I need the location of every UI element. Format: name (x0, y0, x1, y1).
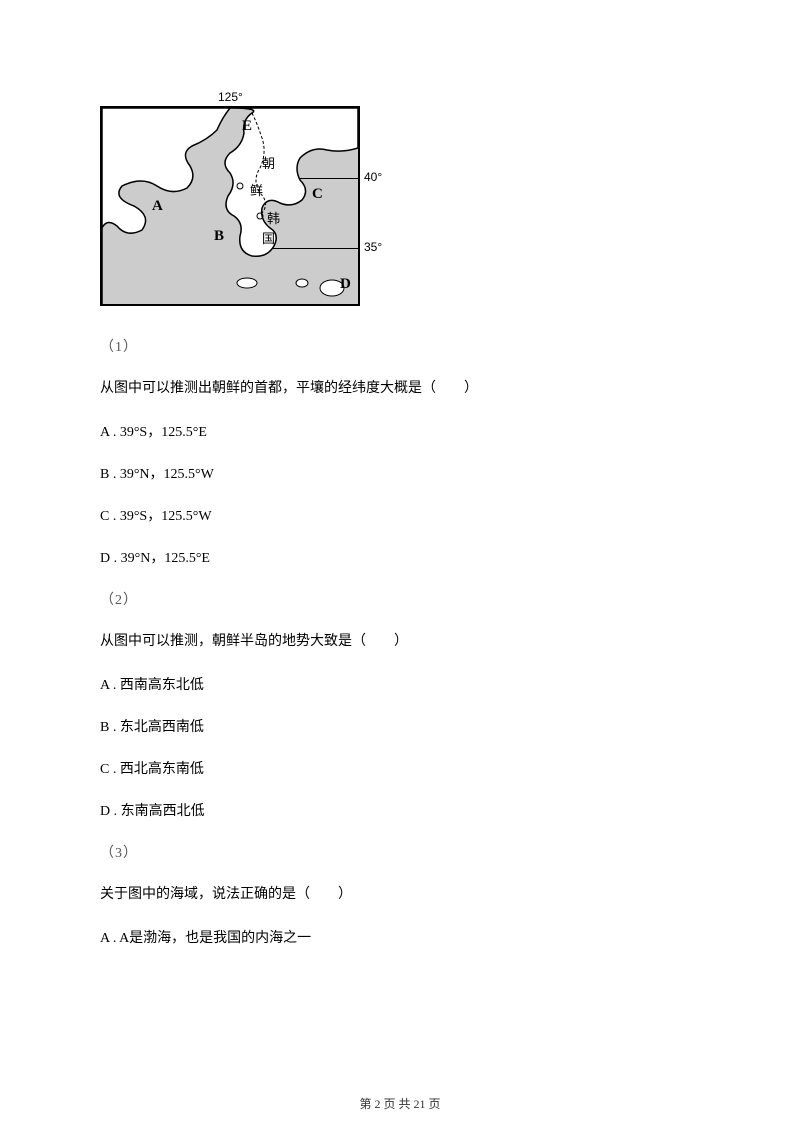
q1-option-A[interactable]: A . 39°S，125.5°E (100, 421, 700, 441)
map-frame: E A B C D 朝 鲜 韩 国 (100, 106, 360, 306)
label-D: D (340, 276, 351, 293)
q3-number: （3） (100, 842, 700, 862)
map-svg (102, 108, 358, 304)
q1-text: 从图中可以推测出朝鲜的首都，平壤的经纬度大概是（ ） (100, 378, 700, 399)
q1-option-C[interactable]: C . 39°S，125.5°W (100, 505, 700, 525)
label-chao: 朝 (262, 153, 275, 172)
q3-text: 关于图中的海域，说法正确的是（ ） (100, 884, 700, 905)
lat-40-label: 40° (364, 170, 382, 184)
page-footer: 第 2 页 共 21 页 (0, 1095, 800, 1112)
label-E: E (242, 118, 252, 135)
label-B: B (214, 228, 224, 245)
exam-page: 125° E A B C (0, 0, 800, 1132)
lon-125-label: 125° (218, 90, 243, 104)
lat-35-label: 35° (364, 240, 382, 254)
q3-option-A[interactable]: A . A是渤海，也是我国的内海之一 (100, 927, 700, 947)
q2-text: 从图中可以推测，朝鲜半岛的地势大致是（ ） (100, 631, 700, 652)
q2-option-B[interactable]: B . 东北高西南低 (100, 716, 700, 736)
label-guo: 国 (262, 228, 275, 247)
q1-option-D[interactable]: D . 39°N，125.5°E (100, 547, 700, 567)
island-1 (296, 279, 308, 287)
q2-number: （2） (100, 589, 700, 609)
q2-option-D[interactable]: D . 东南高西北低 (100, 800, 700, 820)
questions-content: （1） 从图中可以推测出朝鲜的首都，平壤的经纬度大概是（ ） A . 39°S，… (100, 336, 700, 947)
map-figure: 125° E A B C (100, 90, 700, 310)
label-C: C (312, 186, 323, 203)
label-A: A (152, 198, 163, 215)
label-han: 韩 (267, 208, 280, 227)
label-xian: 鲜 (250, 180, 263, 199)
map-box: 125° E A B C (100, 90, 370, 310)
q1-option-B[interactable]: B . 39°N，125.5°W (100, 463, 700, 483)
island-2 (237, 278, 257, 288)
q2-option-A[interactable]: A . 西南高东北低 (100, 674, 700, 694)
q2-option-C[interactable]: C . 西北高东南低 (100, 758, 700, 778)
q1-number: （1） (100, 336, 700, 356)
